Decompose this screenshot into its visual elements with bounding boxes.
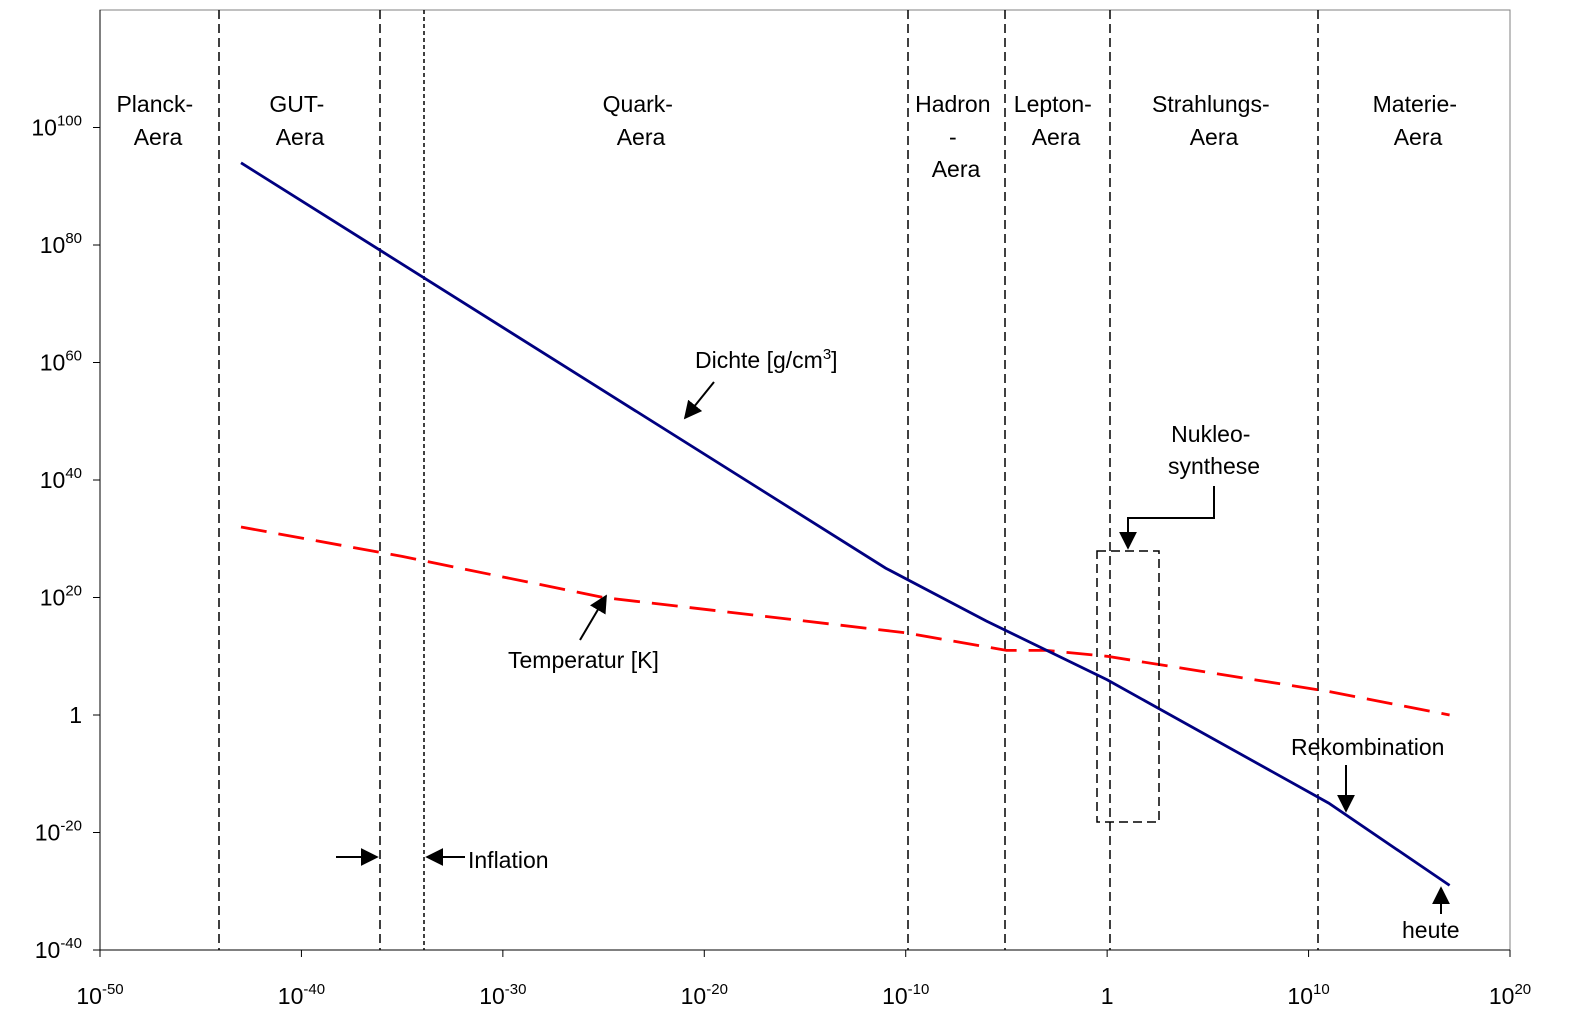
x-tick-label-1-base: 10 [278, 983, 304, 1009]
era-materie-line1: Materie- [1373, 91, 1457, 117]
era-gut-line2: Aera [276, 124, 325, 150]
x-tick-label-1-exp: -40 [303, 981, 325, 998]
era-hadron-line2: - [949, 124, 957, 150]
y-tick-label-0-base: 10 [35, 937, 61, 963]
x-tick-label-7: 1020 [1489, 981, 1531, 1009]
x-tick-label-3-base: 10 [681, 983, 707, 1009]
rekombination-label: Rekombination [1291, 734, 1444, 760]
temperatur-label: Temperatur [K] [508, 647, 659, 673]
x-tick-label-6: 1010 [1287, 981, 1329, 1009]
x-tick-label-2-base: 10 [479, 983, 505, 1009]
x-tick-label-4-base: 10 [882, 983, 908, 1009]
y-tick-label-5-exp: 60 [65, 348, 82, 365]
x-tick-label-5-base: 1 [1101, 983, 1114, 1009]
era-materie-line2: Aera [1394, 124, 1443, 150]
y-tick-label-0-exp: -40 [60, 935, 82, 952]
y-tick-label-5-base: 10 [40, 350, 66, 376]
dichte-arrow [683, 381, 715, 420]
era-lepton: Lepton- Aera [1014, 91, 1098, 150]
y-tick-label-1: 10-20 [35, 818, 82, 846]
y-tick-label-2: 1 [69, 702, 82, 728]
x-tick-label-4-exp: -10 [908, 981, 930, 998]
x-tick-label-0-base: 10 [76, 983, 102, 1009]
x-tick-label-2-exp: -30 [505, 981, 527, 998]
x-tick-label-3-exp: -20 [706, 981, 728, 998]
nukleosynthese-line2: synthese [1168, 453, 1260, 479]
series-line-dichte [240, 161, 1451, 887]
era-planck-line2: Aera [134, 124, 183, 150]
era-strahlung: Strahlungs- Aera [1152, 91, 1276, 150]
era-gut-line1: GUT- [269, 91, 324, 117]
series-line-temperatur [240, 525, 1450, 717]
y-tick-label-6: 1080 [40, 230, 82, 258]
x-tick-label-3: 10-20 [681, 981, 728, 1009]
temperatur-arrow [579, 594, 607, 641]
nukleosynthese-box [1096, 550, 1160, 823]
era-planck-line1: Planck- [116, 91, 193, 117]
x-tick-label-0-exp: -50 [102, 981, 124, 998]
era-boundaries [218, 10, 1319, 950]
x-tick-label-1: 10-40 [278, 981, 325, 1009]
nukleosynthese-arrow [1119, 486, 1215, 550]
era-quark-line1: Quark- [603, 91, 673, 117]
dichte-label-sup: 3 [823, 346, 831, 363]
y-tick-label-4-exp: 40 [65, 465, 82, 482]
plot-area [99, 9, 1511, 951]
y-tick-label-3-base: 10 [40, 585, 66, 611]
era-lepton-line2: Aera [1032, 124, 1081, 150]
x-tick-label-7-base: 10 [1489, 983, 1515, 1009]
nukleosynthese-label: Nukleo- synthese [1168, 421, 1260, 479]
y-tick-label-7-exp: 100 [57, 113, 82, 130]
x-tick-label-0: 10-50 [76, 981, 123, 1009]
heute-label: heute [1402, 917, 1460, 943]
y-tick-label-3-exp: 20 [65, 583, 82, 600]
x-tick-label-4: 10-10 [882, 981, 929, 1009]
y-tick-label-0: 10-40 [35, 935, 82, 963]
dichte-label-main: Dichte [g/cm [695, 347, 823, 373]
era-strahlung-line2: Aera [1190, 124, 1239, 150]
y-tick-label-1-exp: -20 [60, 818, 82, 835]
era-quark-line2: Aera [617, 124, 666, 150]
era-lepton-line1: Lepton- [1014, 91, 1092, 117]
y-tick-label-2-base: 1 [69, 702, 82, 728]
inflation-label: Inflation [468, 847, 549, 873]
x-tick-label-6-exp: 10 [1313, 981, 1330, 998]
era-quark: Quark- Aera [603, 91, 680, 150]
dichte-label-end: ] [831, 347, 837, 373]
x-tick-label-2: 10-30 [479, 981, 526, 1009]
y-tick-label-7: 10100 [31, 113, 82, 141]
y-tick-label-4-base: 10 [40, 467, 66, 493]
era-hadron: Hadron - Aera [915, 91, 997, 182]
era-planck: Planck- Aera [116, 91, 199, 150]
x-tick-label-5: 1 [1101, 983, 1114, 1009]
dichte-label: Dichte [g/cm3] [695, 346, 838, 373]
era-strahlung-line1: Strahlungs- [1152, 91, 1270, 117]
x-tick-label-6-base: 10 [1287, 983, 1313, 1009]
y-tick-label-5: 1060 [40, 348, 82, 376]
era-materie: Materie- Aera [1373, 91, 1464, 150]
x-tick-label-7-exp: 20 [1514, 981, 1531, 998]
nukleosynthese-line1: Nukleo- [1171, 421, 1250, 447]
axis-ticks [93, 127, 1511, 957]
era-hadron-line1: Hadron [915, 91, 990, 117]
era-hadron-line3: Aera [932, 156, 981, 182]
y-tick-label-1-base: 10 [35, 820, 61, 846]
era-gut: GUT- Aera [269, 91, 330, 150]
y-tick-label-3: 1020 [40, 583, 82, 611]
y-tick-label-4: 1040 [40, 465, 82, 493]
y-tick-label-6-exp: 80 [65, 230, 82, 247]
y-tick-label-7-base: 10 [31, 115, 57, 141]
x-tick-labels: 10-50 10-40 10-30 10-20 10-10 1 1010 1020 [76, 981, 1531, 1009]
y-tick-label-6-base: 10 [40, 232, 66, 258]
